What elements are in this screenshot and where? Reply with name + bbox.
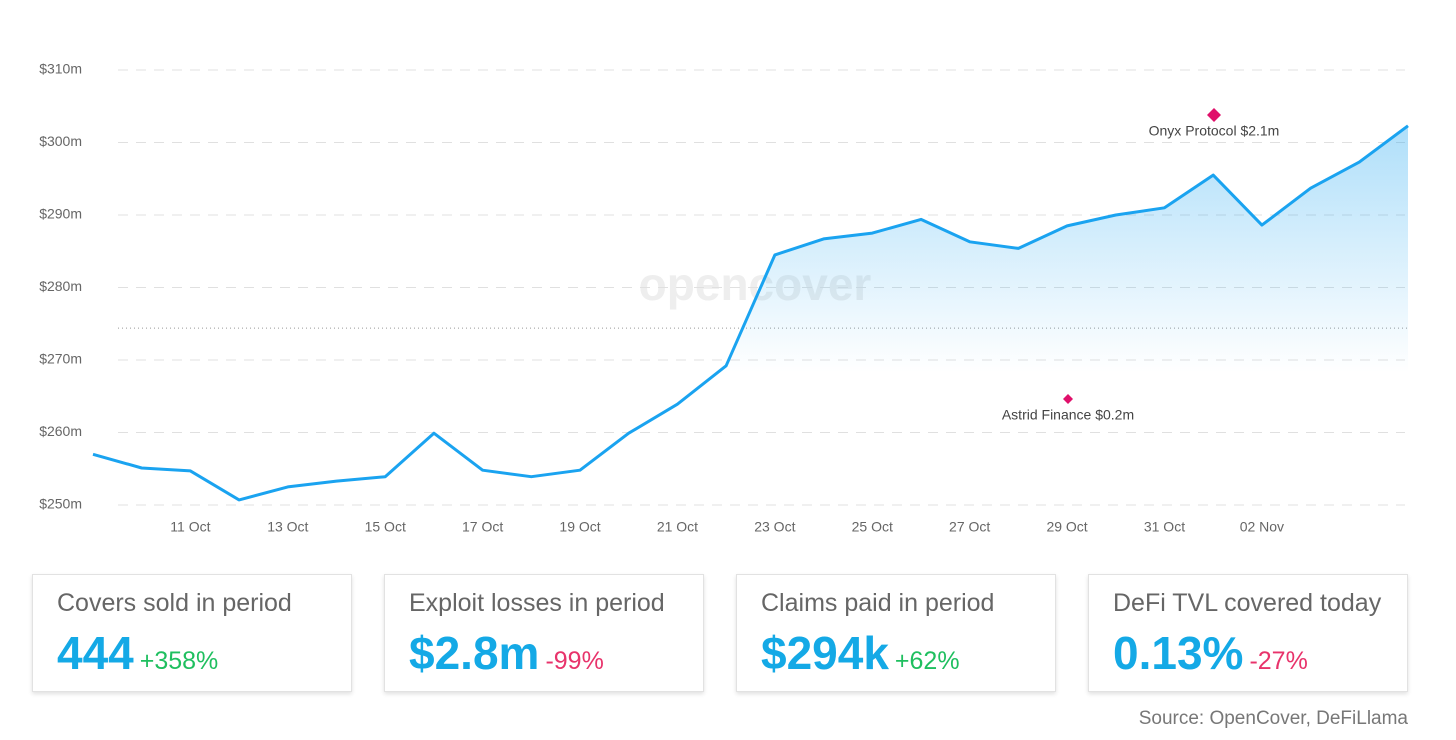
y-tick-label: $250m — [39, 496, 82, 512]
x-tick-label: 25 Oct — [852, 519, 893, 535]
annotation-marker — [1207, 108, 1221, 122]
card-label: Claims paid in period — [761, 589, 995, 617]
card-value: 0.13% — [1113, 627, 1244, 679]
x-tick-label: 29 Oct — [1046, 519, 1087, 535]
annotation: Onyx Protocol $2.1m — [1149, 123, 1280, 139]
card-value-row: $294k +62% — [761, 626, 1031, 680]
x-tick-label: 21 Oct — [657, 519, 698, 535]
y-tick-label: $260m — [39, 423, 82, 439]
chart: opencover $250m$260m$270m$280m$290m$300m… — [39, 61, 1409, 535]
x-tick-label: 23 Oct — [754, 519, 795, 535]
x-tick-label: 15 Oct — [365, 519, 406, 535]
x-tick-label: 19 Oct — [559, 519, 600, 535]
stat-card: Claims paid in period $294k +62% — [736, 574, 1056, 692]
card-value: 444 — [57, 627, 134, 679]
card-label: Exploit losses in period — [409, 589, 665, 617]
annotation: Astrid Finance $0.2m — [1002, 407, 1134, 423]
card-value-row: $2.8m -99% — [409, 626, 679, 680]
card-value-row: 0.13% -27% — [1113, 626, 1383, 680]
card-change: +358% — [139, 647, 219, 675]
stat-card: Exploit losses in period $2.8m -99% — [384, 574, 704, 692]
x-tick-label: 02 Nov — [1240, 519, 1284, 535]
card-label: Covers sold in period — [57, 589, 292, 617]
card-value-row: 444 +358% — [57, 626, 327, 680]
y-tick-label: $270m — [39, 351, 82, 367]
card-value: $294k — [761, 627, 889, 679]
card-change: -99% — [545, 647, 604, 675]
source: Source: OpenCover, DeFiLlama — [1138, 708, 1408, 729]
card-label: DeFi TVL covered today — [1113, 589, 1382, 617]
x-tick-label: 31 Oct — [1144, 519, 1185, 535]
x-tick-label: 13 Oct — [267, 519, 308, 535]
y-tick-label: $310m — [39, 61, 82, 77]
x-tick-label: 11 Oct — [170, 519, 210, 535]
x-tick-label: 27 Oct — [949, 519, 990, 535]
annotation-marker — [1063, 394, 1073, 404]
area — [726, 125, 1408, 401]
y-tick-label: $300m — [39, 133, 82, 149]
card-change: +62% — [894, 647, 960, 675]
card-value: $2.8m — [409, 627, 540, 679]
y-tick-label: $290m — [39, 206, 82, 222]
card-change: -27% — [1249, 647, 1308, 675]
line — [92, 124, 1409, 502]
stat-card: DeFi TVL covered today 0.13% -27% — [1088, 574, 1408, 692]
stat-card: Covers sold in period 444 +358% — [32, 574, 352, 692]
x-tick-label: 17 Oct — [462, 519, 503, 535]
y-tick-label: $280m — [39, 278, 82, 294]
